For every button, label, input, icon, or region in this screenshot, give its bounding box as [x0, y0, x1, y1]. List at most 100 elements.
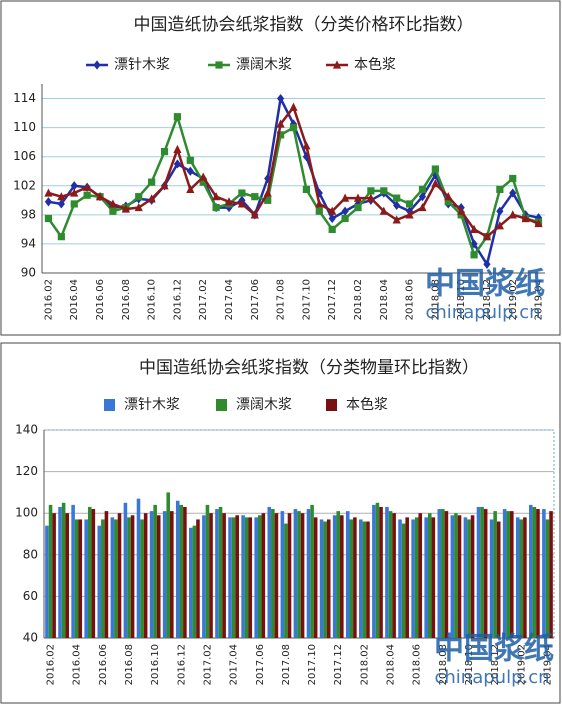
bar: [143, 513, 148, 638]
point: [277, 131, 285, 139]
bar: [300, 513, 305, 638]
bar: [284, 523, 288, 638]
bar: [398, 519, 402, 638]
x-tick-label: 2018.08: [430, 279, 441, 320]
legend-marker: [215, 61, 223, 69]
bar: [476, 506, 481, 638]
bar: [101, 519, 105, 638]
point: [418, 202, 427, 212]
x-tick-label: 2017.06: [255, 644, 266, 685]
point: [44, 188, 53, 197]
point: [44, 197, 53, 207]
point: [264, 196, 272, 204]
point: [57, 192, 66, 201]
bar: [166, 492, 171, 638]
x-tick-label: 2018.12: [482, 279, 493, 320]
y-tick-label: 98: [21, 207, 36, 221]
point: [276, 119, 285, 128]
bar: [454, 513, 458, 638]
point: [379, 206, 388, 215]
point: [95, 192, 105, 201]
bar: [179, 504, 184, 638]
bar: [271, 509, 275, 638]
x-tick-label: 2016.10: [150, 644, 161, 685]
bar: [496, 521, 501, 638]
point: [496, 185, 504, 194]
point: [405, 210, 414, 219]
bar: [506, 511, 511, 638]
point: [135, 193, 143, 201]
bar: [74, 519, 79, 638]
legend-swatch: [326, 399, 337, 411]
x-tick-label: 2016.08: [121, 279, 132, 320]
bar: [45, 525, 49, 638]
point: [405, 200, 414, 208]
bar: [372, 504, 376, 638]
bar: [231, 517, 236, 638]
point: [160, 148, 169, 156]
bar: [424, 517, 428, 638]
point: [289, 124, 298, 132]
bar: [123, 502, 128, 638]
bar: [502, 509, 507, 638]
point: [444, 192, 453, 201]
point: [418, 192, 427, 202]
bar: [340, 515, 344, 638]
watermark: 中国浆纸: [425, 267, 545, 302]
bar: [175, 500, 180, 638]
point: [238, 189, 246, 197]
bar: [287, 513, 292, 638]
x-tick-label: 2019.04: [542, 644, 553, 685]
bar: [366, 521, 370, 638]
bar: [153, 504, 157, 638]
point: [70, 200, 78, 208]
bar: [457, 515, 462, 638]
point: [83, 191, 91, 199]
x-tick-label: 2018.02: [353, 279, 364, 320]
point: [173, 144, 182, 154]
bar: [84, 519, 88, 638]
bar: [280, 511, 285, 638]
x-tick-label: 2017.02: [202, 644, 213, 685]
x-tick-label: 2016.04: [72, 644, 83, 685]
x-tick-label: 2017.10: [301, 279, 312, 320]
point: [57, 199, 65, 209]
bar: [349, 519, 354, 638]
x-tick-label: 2017.02: [198, 279, 209, 320]
bar: [450, 515, 455, 638]
bar: [323, 521, 327, 638]
bar: [104, 511, 109, 638]
x-tick-label: 2017.06: [250, 279, 261, 320]
bar: [65, 513, 69, 638]
bar: [542, 509, 546, 638]
y-tick-label: 106: [13, 149, 36, 163]
bar: [61, 502, 66, 638]
y-tick-label: 114: [13, 91, 36, 105]
bar: [431, 517, 436, 638]
x-tick-label: 2018.06: [405, 279, 416, 320]
bar: [536, 509, 540, 638]
point: [328, 206, 337, 215]
point: [367, 187, 375, 195]
y-tick-label: 60: [23, 589, 38, 603]
point: [315, 199, 324, 208]
x-tick-label: 2018.10: [464, 644, 475, 685]
x-tick-label: 2017.12: [327, 279, 338, 320]
point: [83, 182, 92, 191]
point: [521, 213, 530, 223]
x-tick-label: 2017.10: [307, 644, 318, 685]
bar: [545, 519, 550, 638]
bar: [510, 511, 514, 638]
bar: [385, 506, 389, 638]
point: [393, 194, 401, 202]
bar: [241, 515, 245, 638]
x-tick-label: 2018.08: [438, 644, 449, 685]
point: [380, 187, 388, 195]
x-tick-label: 2018.12: [490, 644, 501, 685]
bar: [257, 515, 262, 638]
point: [393, 200, 401, 210]
bar: [310, 504, 314, 638]
bar: [519, 519, 524, 638]
watermark-url: chinapulp.cn: [425, 302, 540, 323]
